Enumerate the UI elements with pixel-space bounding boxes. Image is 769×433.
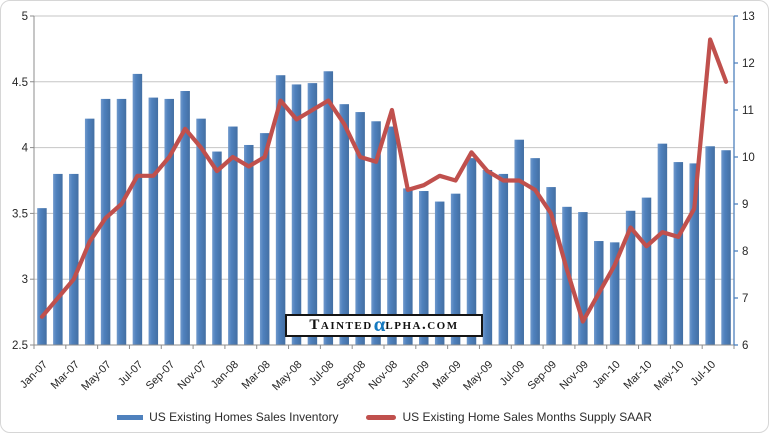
y-tick-label-right: 12: [742, 58, 755, 70]
inventory-bar: [387, 126, 397, 345]
y-tick-label-left: 2.5: [12, 340, 28, 352]
x-tick-label: Mar-10: [621, 359, 654, 392]
inventory-bar: [689, 163, 699, 345]
y-tick-label-right: 6: [742, 340, 748, 352]
inventory-bar: [307, 83, 318, 346]
inventory-bar: [721, 150, 731, 345]
inventory-bar: [466, 158, 477, 345]
inventory-bar: [419, 191, 429, 345]
legend-swatch-inventory: [117, 414, 144, 420]
legend-item-inventory: US Existing Homes Sales Inventory: [117, 410, 338, 424]
inventory-bar: [212, 151, 222, 345]
x-tick-label: Mar-07: [49, 359, 82, 392]
y-tick-label-left: 4.5: [12, 77, 28, 89]
inventory-bar: [116, 98, 127, 345]
inventory-bar: [578, 212, 588, 345]
y-tick-label-right: 7: [742, 293, 748, 305]
inventory-bar: [546, 187, 556, 345]
inventory-bar: [482, 169, 493, 345]
x-tick-label: Nov-09: [557, 359, 591, 393]
inventory-bar: [609, 242, 620, 345]
inventory-bar: [100, 98, 111, 345]
inventory-bar: [275, 75, 286, 345]
x-tick-label: Jan-09: [400, 359, 432, 391]
x-tick-label: Mar-08: [240, 359, 273, 392]
legend-item-months-supply: US Existing Home Sales Months Supply SAA…: [366, 410, 652, 424]
x-tick-label: May-07: [79, 359, 113, 393]
y-tick-label-left: 3: [22, 274, 28, 286]
y-tick-label-right: 10: [742, 152, 755, 164]
inventory-bar: [530, 158, 540, 345]
inventory-bar: [339, 104, 349, 345]
x-tick-label: Jan-07: [18, 359, 50, 391]
inventory-bar: [434, 201, 445, 345]
y-tick-label-left: 5: [22, 11, 28, 23]
alpha-glyph: α: [373, 312, 386, 337]
inventory-bar: [498, 173, 509, 345]
y-tick-label-left: 3.5: [12, 208, 28, 220]
y-tick-label-right: 11: [742, 105, 754, 117]
inventory-bar: [625, 210, 636, 345]
inventory-bar: [180, 91, 190, 345]
inventory-bar: [371, 121, 381, 345]
x-tick-label: Sep-09: [526, 359, 560, 393]
watermark-prefix: Tainted: [309, 317, 373, 333]
inventory-bar: [403, 188, 413, 345]
watermark: Tainted α lpha.com: [285, 314, 483, 337]
legend-swatch-months-supply: [366, 414, 397, 420]
inventory-bar: [148, 97, 159, 345]
x-tick-label: May-09: [461, 359, 495, 393]
y-tick-label-right: 13: [742, 11, 755, 23]
x-tick-label: Mar-09: [431, 359, 464, 392]
inventory-bar: [323, 71, 334, 346]
inventory-bar: [164, 98, 174, 345]
inventory-bar: [450, 193, 461, 345]
inventory-bar: [53, 173, 63, 345]
x-tick-label: Nov-07: [176, 359, 210, 393]
inventory-bar: [657, 143, 668, 345]
inventory-bar: [37, 208, 47, 345]
x-tick-label: Jul-09: [498, 359, 528, 389]
inventory-bar: [228, 126, 238, 345]
inventory-bar: [641, 197, 652, 345]
x-tick-label: May-10: [652, 359, 686, 393]
legend: US Existing Homes Sales Inventory US Exi…: [1, 407, 768, 427]
x-tick-label: Sep-07: [144, 359, 178, 393]
months-supply-line: [39, 37, 729, 324]
x-tick-label: May-08: [270, 359, 304, 393]
x-tick-label: Jan-08: [209, 359, 241, 391]
inventory-bar: [69, 173, 79, 345]
y-tick-label-left: 4: [22, 143, 29, 155]
x-tick-label: Nov-08: [367, 359, 401, 393]
inventory-bar: [259, 133, 270, 345]
x-tick-label: Jul-08: [307, 359, 337, 389]
inventory-bar: [355, 112, 365, 345]
y-tick-label-right: 9: [742, 199, 748, 211]
inventory-bar: [244, 144, 254, 345]
x-tick-label: Sep-08: [335, 359, 369, 393]
x-tick-label: Jul-07: [116, 359, 146, 389]
legend-label-inventory: US Existing Homes Sales Inventory: [149, 410, 339, 424]
inventory-bar: [196, 118, 206, 346]
inventory-bar: [673, 162, 684, 345]
inventory-bar: [514, 139, 524, 345]
inventory-bar: [132, 73, 143, 346]
inventory-bar: [705, 146, 715, 345]
x-tick-label: Jul-10: [689, 359, 719, 389]
legend-label-months-supply: US Existing Home Sales Months Supply SAA…: [402, 410, 652, 424]
inventory-bar: [291, 84, 302, 346]
y-tick-label-right: 8: [742, 246, 748, 258]
watermark-suffix: lpha.com: [385, 317, 459, 333]
inventory-bar: [84, 118, 95, 346]
x-tick-label: Jan-10: [591, 359, 623, 391]
